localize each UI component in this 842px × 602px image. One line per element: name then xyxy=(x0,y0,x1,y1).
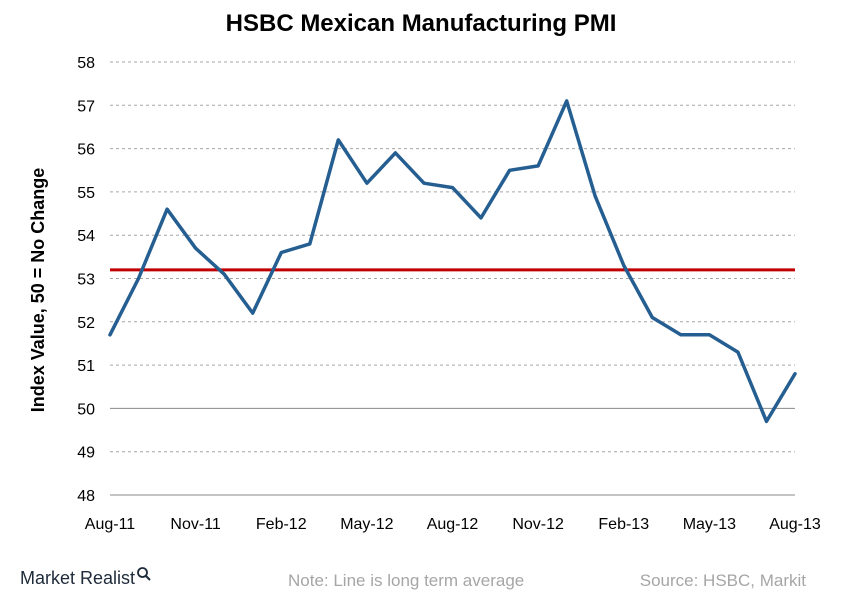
data-point xyxy=(594,195,597,198)
data-point xyxy=(337,138,340,142)
data-point xyxy=(479,216,483,220)
y-tick-label: 53 xyxy=(77,272,95,289)
data-point xyxy=(679,333,683,336)
brand-logo: Market Realist xyxy=(20,566,152,589)
data-point xyxy=(793,372,797,375)
data-point xyxy=(451,186,454,189)
data-point xyxy=(708,333,711,336)
x-tick-label: Feb-13 xyxy=(598,516,649,533)
chart-title: HSBC Mexican Manufacturing PMI xyxy=(225,10,617,37)
chart-note: Note: Line is long term average xyxy=(288,571,525,590)
data-point xyxy=(536,164,540,168)
brand-name: Market Realist xyxy=(20,568,136,588)
data-point xyxy=(280,251,283,254)
y-tick-label: 54 xyxy=(77,228,95,245)
x-tick-label: Nov-11 xyxy=(170,516,220,533)
data-point xyxy=(137,277,140,280)
data-point xyxy=(508,169,511,172)
x-tick-label: Nov-12 xyxy=(512,516,564,533)
data-point xyxy=(308,242,311,246)
y-tick-label: 57 xyxy=(77,98,95,115)
data-point xyxy=(736,350,740,354)
y-tick-label: 48 xyxy=(77,488,95,505)
data-point xyxy=(194,246,197,250)
x-tick-label: Feb-12 xyxy=(256,516,307,533)
data-point xyxy=(622,264,625,267)
grid-lines xyxy=(110,61,795,496)
y-axis-label: Index Value, 50 = No Change xyxy=(28,168,48,413)
x-tick-label: Aug-12 xyxy=(427,516,479,533)
data-point xyxy=(565,99,568,103)
series-group xyxy=(108,99,797,424)
x-tick-label: May-12 xyxy=(340,516,393,533)
x-tick-label: Aug-11 xyxy=(85,516,136,533)
y-tick-label: 49 xyxy=(77,445,95,462)
x-tick-label: Aug-13 xyxy=(769,516,821,533)
data-point xyxy=(108,333,112,336)
magnifier-icon xyxy=(136,566,152,587)
y-axis-ticks: 48 49 50 51 52 53 54 55 56 57 58 xyxy=(77,55,95,505)
data-point xyxy=(165,208,169,211)
data-point xyxy=(651,316,654,319)
data-point xyxy=(365,182,369,185)
data-point xyxy=(251,311,254,315)
data-point xyxy=(422,182,426,185)
x-tick-label: May-13 xyxy=(683,516,736,533)
y-tick-label: 52 xyxy=(77,315,95,332)
y-tick-label: 51 xyxy=(77,358,95,375)
x-axis-ticks: Aug-11 Nov-11 Feb-12 May-12 Aug-12 Nov-12 Feb-… xyxy=(85,516,821,533)
data-point xyxy=(765,420,768,423)
y-tick-label: 56 xyxy=(77,142,95,159)
data-point xyxy=(394,151,397,155)
y-tick-label: 50 xyxy=(77,401,95,418)
y-tick-label: 58 xyxy=(77,55,95,72)
data-point xyxy=(222,272,226,276)
chart-source: Source: HSBC, Markit xyxy=(639,571,806,590)
y-tick-label: 55 xyxy=(77,185,95,202)
